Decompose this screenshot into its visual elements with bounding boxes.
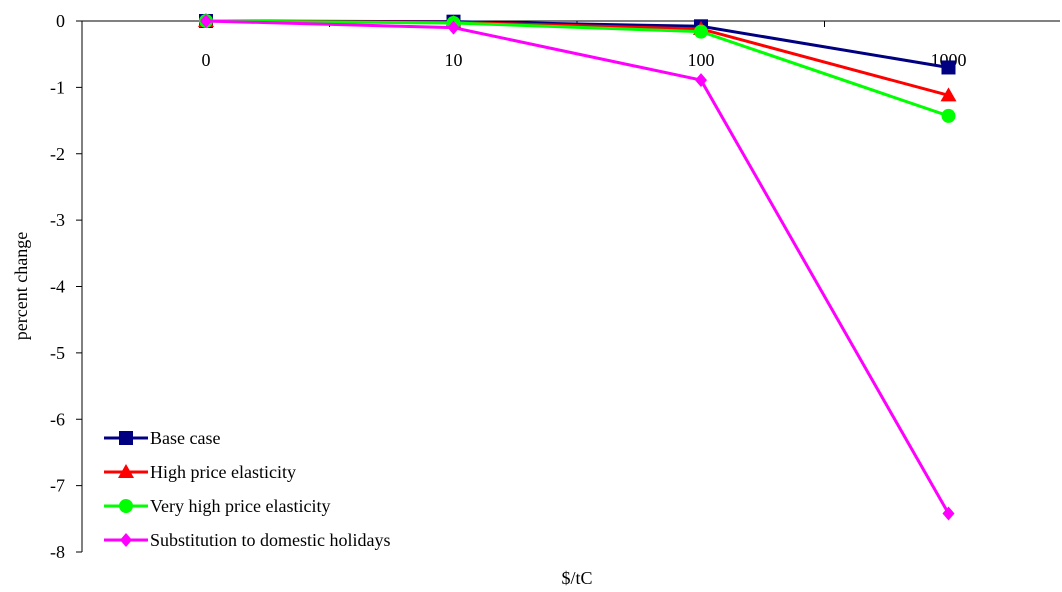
data-point bbox=[694, 24, 708, 39]
legend-item: Substitution to domestic holidays bbox=[104, 530, 391, 550]
y-tick-label: -8 bbox=[50, 542, 65, 562]
y-tick-label: -1 bbox=[50, 77, 65, 97]
y-tick-label: -3 bbox=[50, 210, 65, 230]
x-tick-label: 100 bbox=[688, 50, 715, 70]
y-tick-label: -7 bbox=[50, 476, 65, 496]
legend-item: Very high price elasticity bbox=[104, 496, 330, 516]
data-point bbox=[695, 73, 707, 88]
legend-marker bbox=[118, 464, 134, 478]
legend-marker bbox=[120, 533, 132, 547]
y-tick-label: -2 bbox=[50, 144, 65, 164]
x-axis-title: $/tC bbox=[561, 568, 592, 588]
legend-marker bbox=[119, 431, 133, 445]
y-tick-label: -4 bbox=[50, 277, 65, 297]
series-line bbox=[205, 19, 949, 118]
x-tick-label: 0 bbox=[202, 50, 211, 70]
series-3 bbox=[199, 14, 956, 123]
legend-label: High price elasticity bbox=[150, 462, 296, 482]
y-tick-label: -6 bbox=[50, 409, 65, 429]
series-4 bbox=[200, 14, 955, 521]
legend-item: High price elasticity bbox=[104, 462, 296, 482]
data-point bbox=[447, 20, 460, 35]
legend-label: Very high price elasticity bbox=[150, 496, 330, 516]
data-point bbox=[940, 87, 957, 102]
data-point bbox=[942, 506, 955, 521]
series-line bbox=[205, 19, 950, 515]
legend-label: Base case bbox=[150, 428, 220, 448]
data-point bbox=[941, 108, 956, 123]
series-layer bbox=[198, 13, 957, 521]
legend-marker bbox=[119, 499, 133, 513]
y-tick-label: -5 bbox=[50, 343, 65, 363]
x-tick-label: 10 bbox=[445, 50, 463, 70]
series-line bbox=[205, 19, 949, 97]
data-point bbox=[941, 60, 956, 75]
y-axis-title: percent change bbox=[11, 232, 31, 340]
y-tick-label: 0 bbox=[56, 11, 65, 31]
legend: Base case High price elasticity Very high … bbox=[104, 428, 391, 550]
legend-label: Substitution to domestic holidays bbox=[150, 530, 391, 550]
data-point bbox=[200, 14, 212, 28]
y-axis-ticks: 0 -1 -2 -3 -4 -5 -6 -7 -8 bbox=[50, 11, 82, 562]
legend-item: Base case bbox=[104, 428, 220, 448]
